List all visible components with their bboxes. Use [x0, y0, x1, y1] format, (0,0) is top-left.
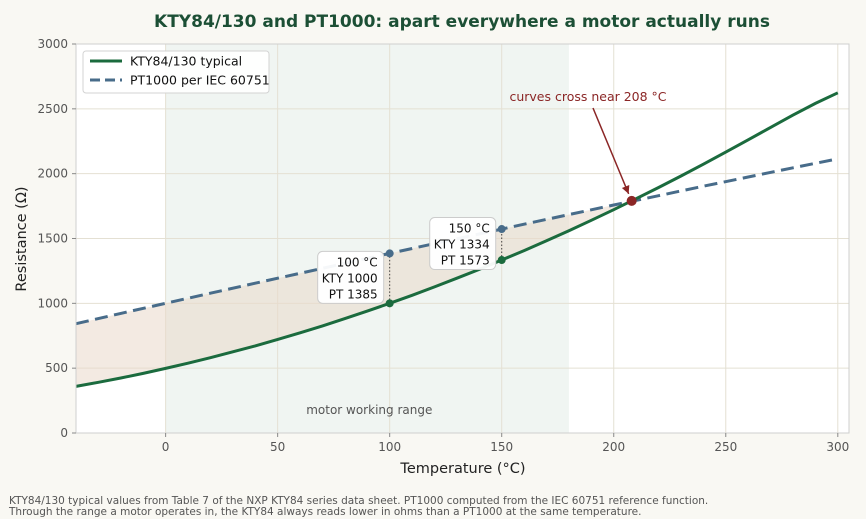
legend-label-kty84: KTY84/130 typical — [130, 54, 242, 69]
y-axis-ticks: 0 500 1000 1500 2000 2500 3000 — [37, 37, 76, 440]
x-tick-label: 300 — [826, 440, 849, 454]
x-tick-label: 0 — [162, 440, 170, 454]
footnote-line-2: Through the range a motor operates in, t… — [8, 506, 641, 518]
plot-area: motor working range 100 °C KTY 1000 PT 138… — [75, 43, 850, 434]
kty-marker — [497, 256, 506, 265]
annotation-text: 100 °C — [337, 255, 378, 269]
annotation-markers — [385, 225, 506, 308]
y-tick-label: 1000 — [37, 296, 68, 310]
annotation-text: PT 1573 — [441, 254, 490, 268]
x-tick-label: 150 — [490, 440, 513, 454]
annotation-box — [317, 250, 385, 304]
annotation-text: KTY 1000 — [322, 271, 378, 285]
x-axis-ticks: 0 50 100 150 200 250 300 — [162, 433, 849, 454]
footnote-line-1: KTY84/130 typical values from Table 7 of… — [9, 495, 708, 507]
chart-title: KTY84/130 and PT1000: apart everywhere a… — [154, 12, 770, 32]
crossover-label: curves cross near 208 °C — [509, 89, 666, 104]
annotation-connectors — [389, 229, 503, 304]
y-tick-label: 3000 — [37, 37, 68, 51]
series-line-kty84 — [75, 91, 839, 388]
crossover-annotation: curves cross near 208 °C — [509, 89, 667, 206]
crossover-arrow — [592, 107, 630, 195]
x-tick-label: 50 — [270, 440, 285, 454]
legend-label-pt1000: PT1000 per IEC 60751 — [130, 73, 270, 88]
x-axis-label: Temperature (°C) — [399, 461, 525, 477]
crossover-arrowhead — [621, 184, 630, 194]
y-tick-label: 2000 — [37, 167, 68, 181]
legend: KTY84/130 typical PT1000 per IEC 60751 — [82, 50, 270, 94]
annotation-text: KTY 1334 — [434, 238, 490, 252]
y-axis-label: Resistance (Ω) — [14, 186, 30, 291]
x-tick-label: 200 — [602, 440, 625, 454]
working-range-label: motor working range — [306, 403, 432, 417]
annotation-boxes: 100 °C KTY 1000 PT 1385 150 °C KTY 1334 PT 15… — [317, 217, 497, 304]
y-tick-label: 0 — [60, 426, 68, 440]
pt-marker — [385, 249, 394, 258]
y-tick-label: 1500 — [37, 232, 68, 246]
annotation-box — [429, 217, 497, 271]
x-tick-label: 250 — [714, 440, 737, 454]
pt-marker — [497, 225, 506, 234]
annotation-text: PT 1385 — [329, 287, 378, 301]
kty-marker — [385, 299, 394, 308]
x-tick-label: 100 — [378, 440, 401, 454]
annotation-text: 150 °C — [449, 222, 490, 236]
y-tick-label: 2500 — [37, 102, 68, 116]
legend-box — [82, 50, 270, 94]
y-tick-label: 500 — [45, 361, 68, 375]
crossover-marker — [626, 195, 637, 206]
